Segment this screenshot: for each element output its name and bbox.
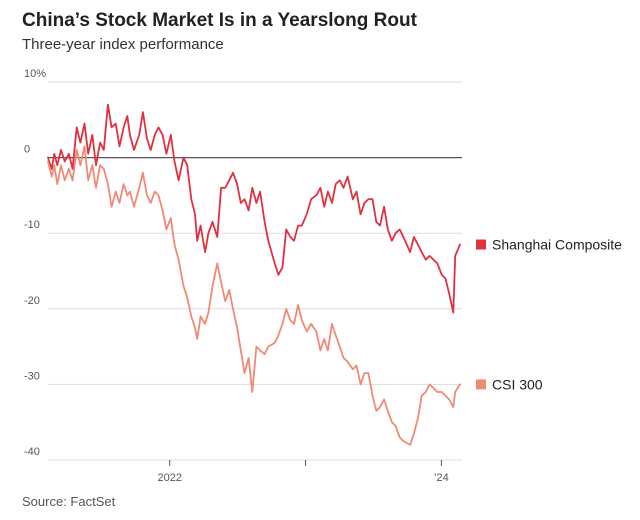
legend-swatch xyxy=(476,379,486,390)
legend-layer: Shanghai Composite CSI 300 xyxy=(476,237,622,392)
y-tick-label: 10% xyxy=(24,68,46,80)
y-tick-label: -40 xyxy=(24,446,40,458)
y-tick-label: -10 xyxy=(24,219,40,231)
x-tick-label: ’24 xyxy=(434,472,449,484)
chart-subtitle: Three-year index performance xyxy=(22,36,224,53)
y-tick-label: -20 xyxy=(24,295,40,307)
series-layer xyxy=(47,103,461,446)
chart-title: China’s Stock Market Is in a Yearslong R… xyxy=(22,10,417,31)
y-tick-label: 0 xyxy=(24,144,30,156)
grid-layer xyxy=(48,81,462,461)
legend-swatch xyxy=(476,239,486,250)
source-note: Source: FactSet xyxy=(22,494,116,509)
series-line-0 xyxy=(47,103,461,314)
series-line-1 xyxy=(47,145,461,446)
legend-label: CSI 300 xyxy=(492,376,543,392)
x-tick-label: 2022 xyxy=(157,472,181,484)
legend-label: Shanghai Composite xyxy=(492,237,622,253)
axis-layer: 10% 0 -10 -20 -30 -40 2022 ’24 xyxy=(24,68,449,484)
y-tick-label: -30 xyxy=(24,370,40,382)
